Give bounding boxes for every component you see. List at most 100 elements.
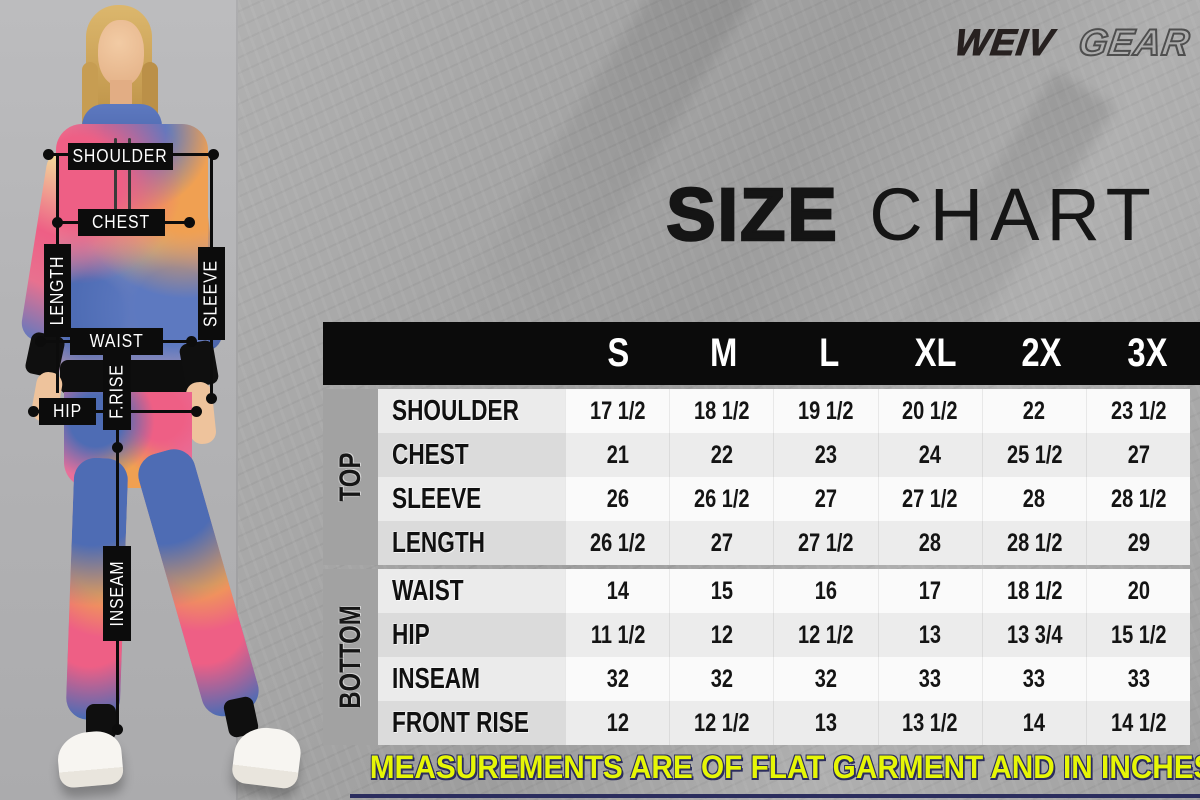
size-cell: 28 [981, 477, 1086, 521]
measurement-label: HIP [378, 613, 565, 657]
size-table: S M L XL 2X 3X TOP BOTTOM SHOULDER 17 1/… [323, 322, 1200, 745]
brand-logo-gear: GEAR [1075, 21, 1194, 64]
measure-dot [184, 217, 195, 228]
table-row-front-rise: FRONT RISE 12 12 1/2 13 13 1/2 14 14 1/2 [378, 701, 1191, 745]
size-table-body: TOP BOTTOM SHOULDER 17 1/2 18 1/2 19 1/2… [323, 389, 1191, 745]
hoodie-drawstring [114, 138, 117, 226]
page-title-chart: CHART [869, 173, 1158, 256]
page-title: SIZE CHART [632, 172, 1192, 258]
size-cell: 27 [1085, 433, 1191, 477]
waist-tag-label: WAIST [89, 331, 144, 351]
shoulder-tag-label: SHOULDER [72, 146, 169, 166]
hoodie-hem-band [60, 360, 204, 394]
size-cell: 13 [773, 701, 878, 745]
size-cell: 18 1/2 [669, 389, 774, 433]
brand-logo-weiv: WEIV [952, 22, 1057, 64]
size-cell: 33 [877, 657, 982, 701]
size-cell: 16 [773, 569, 878, 613]
sleeve-tag-label: SLEEVE [201, 260, 222, 327]
size-cell: 24 [877, 433, 982, 477]
size-cell: 32 [669, 657, 774, 701]
size-cell: 17 1/2 [565, 389, 670, 433]
sleeve-tag: SLEEVE [198, 247, 225, 340]
page-title-size: SIZE [665, 172, 839, 258]
table-row-hip: HIP 11 1/2 12 12 1/2 13 13 3/4 15 1/2 [378, 613, 1191, 657]
size-cell: 26 1/2 [565, 521, 670, 565]
measure-dot [35, 336, 46, 347]
length-tag: LENGTH [44, 244, 71, 337]
section-sidebar: TOP BOTTOM [323, 389, 378, 745]
size-cell: 28 [877, 521, 982, 565]
inseam-tag-label: INSEAM [106, 560, 127, 627]
size-cell: 18 1/2 [981, 569, 1086, 613]
measure-dot [208, 149, 219, 160]
size-cell: 13 [877, 613, 982, 657]
hoodie-drawstring [128, 138, 131, 226]
measure-dot [191, 406, 202, 417]
size-cell: 15 1/2 [1085, 613, 1191, 657]
size-cell: 15 [669, 569, 774, 613]
measurement-label: SHOULDER [378, 389, 565, 433]
size-cell: 14 [565, 569, 670, 613]
size-cell: 28 1/2 [981, 521, 1086, 565]
table-row-inseam: INSEAM 32 32 32 33 33 33 [378, 657, 1191, 701]
measurement-label: FRONT RISE [378, 701, 565, 745]
size-cell: 25 1/2 [981, 433, 1086, 477]
size-cell: 26 1/2 [669, 477, 774, 521]
size-cell: 23 1/2 [1085, 389, 1191, 433]
size-cell: 12 1/2 [773, 613, 878, 657]
shoulder-tag: SHOULDER [68, 143, 173, 170]
measurement-label: INSEAM [378, 657, 565, 701]
size-cell: 17 [877, 569, 982, 613]
size-cell: 20 [1085, 569, 1191, 613]
length-tag-label: LENGTH [47, 255, 68, 326]
table-row-sleeve: SLEEVE 26 26 1/2 27 27 1/2 28 28 1/2 [378, 477, 1191, 521]
measure-dot [52, 217, 63, 228]
size-cell: 28 1/2 [1085, 477, 1191, 521]
measure-dot [206, 393, 217, 404]
measurement-label: LENGTH [378, 521, 565, 565]
size-cell: 29 [1085, 521, 1191, 565]
measurement-footnote: MEASUREMENTS ARE OF FLAT GARMENT AND IN … [369, 749, 1200, 785]
size-cell: 33 [1085, 657, 1191, 701]
size-column-header: 3X [1126, 331, 1168, 375]
brand-logo: WEIV GEAR [790, 21, 1194, 64]
measurement-label: WAIST [378, 569, 565, 613]
chest-tag: CHEST [78, 209, 165, 236]
table-row-waist: WAIST 14 15 16 17 18 1/2 20 [378, 569, 1191, 613]
size-cell: 26 [565, 477, 670, 521]
size-cell: 12 [565, 701, 670, 745]
table-row-length: LENGTH 26 1/2 27 27 1/2 28 28 1/2 29 [378, 521, 1191, 565]
size-cell: 14 1/2 [1085, 701, 1191, 745]
size-cell: 19 1/2 [773, 389, 878, 433]
size-cell: 12 1/2 [669, 701, 774, 745]
size-cell: 11 1/2 [565, 613, 670, 657]
measurement-label: CHEST [378, 433, 565, 477]
measure-dot [112, 442, 123, 453]
measurement-rows: SHOULDER 17 1/2 18 1/2 19 1/2 20 1/2 22 … [378, 389, 1191, 745]
inseam-tag: INSEAM [103, 546, 131, 641]
size-cell: 32 [773, 657, 878, 701]
measure-dot [28, 406, 39, 417]
waist-tag: WAIST [70, 328, 163, 355]
size-cell: 13 1/2 [877, 701, 982, 745]
measurement-label: SLEEVE [378, 477, 565, 521]
bottom-accent-line [350, 794, 1200, 798]
measure-dot [186, 336, 197, 347]
size-column-header: L [819, 331, 840, 375]
size-cell: 13 3/4 [981, 613, 1086, 657]
size-table-header: S M L XL 2X 3X [323, 322, 1200, 385]
size-cell: 14 [981, 701, 1086, 745]
size-cell: 27 1/2 [773, 521, 878, 565]
table-row-chest: CHEST 21 22 23 24 25 1/2 27 [378, 433, 1191, 477]
size-cell: 22 [981, 389, 1086, 433]
size-cell: 12 [669, 613, 774, 657]
size-cell: 21 [565, 433, 670, 477]
size-column-header: M [710, 331, 738, 375]
size-cell: 23 [773, 433, 878, 477]
size-cell: 33 [981, 657, 1086, 701]
measure-dot [43, 149, 54, 160]
section-label-bottom: BOTTOM [323, 569, 378, 745]
measure-dot [112, 724, 123, 735]
